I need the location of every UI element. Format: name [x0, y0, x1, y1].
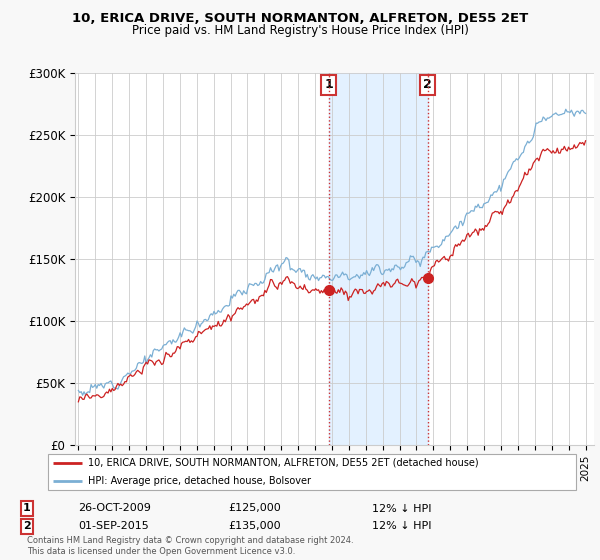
Text: 2: 2: [424, 78, 432, 91]
Bar: [329, 73, 428, 445]
Text: 2: 2: [23, 521, 31, 531]
Text: £135,000: £135,000: [228, 521, 281, 531]
Text: 12% ↓ HPI: 12% ↓ HPI: [372, 503, 431, 514]
Text: Price paid vs. HM Land Registry's House Price Index (HPI): Price paid vs. HM Land Registry's House …: [131, 24, 469, 36]
Text: HPI: Average price, detached house, Bolsover: HPI: Average price, detached house, Bols…: [88, 476, 311, 486]
Text: 26-OCT-2009: 26-OCT-2009: [78, 503, 151, 514]
Text: 12% ↓ HPI: 12% ↓ HPI: [372, 521, 431, 531]
Text: 01-SEP-2015: 01-SEP-2015: [78, 521, 149, 531]
Text: Contains HM Land Registry data © Crown copyright and database right 2024.
This d: Contains HM Land Registry data © Crown c…: [27, 536, 353, 556]
Text: 1: 1: [325, 78, 333, 91]
Text: 10, ERICA DRIVE, SOUTH NORMANTON, ALFRETON, DE55 2ET (detached house): 10, ERICA DRIVE, SOUTH NORMANTON, ALFRET…: [88, 458, 478, 468]
Text: £125,000: £125,000: [228, 503, 281, 514]
Text: 1: 1: [23, 503, 31, 514]
Text: 10, ERICA DRIVE, SOUTH NORMANTON, ALFRETON, DE55 2ET: 10, ERICA DRIVE, SOUTH NORMANTON, ALFRET…: [72, 12, 528, 25]
